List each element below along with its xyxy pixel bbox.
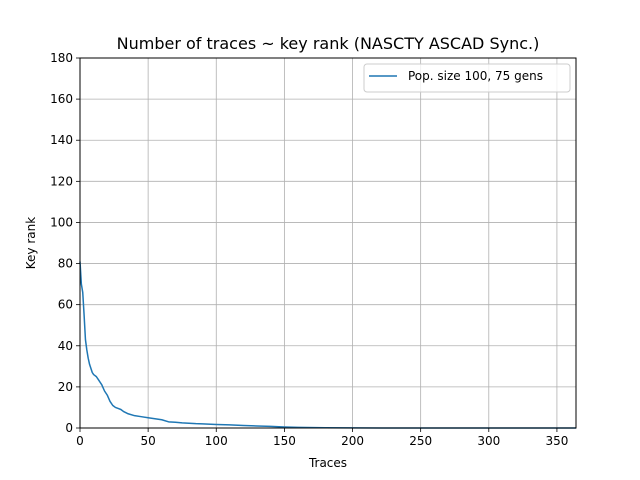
x-axis-ticks: 0 50 100 150 200 250 300 350	[76, 428, 568, 448]
x-tick-label: 0	[76, 434, 84, 448]
chart-title: Number of traces ~ key rank (NASCTY ASCA…	[117, 34, 540, 53]
series-layer	[79, 261, 576, 429]
y-axis-ticks: 0 20 40 60 80 100 120 140 160 180	[50, 51, 80, 435]
legend-label: Pop. size 100, 75 gens	[408, 69, 543, 83]
x-tick-label: 250	[409, 434, 432, 448]
x-tick-label: 100	[205, 434, 228, 448]
y-tick-label: 100	[50, 215, 73, 229]
x-tick-label: 200	[341, 434, 364, 448]
y-axis-label: Key rank	[24, 217, 38, 269]
y-tick-label: 60	[58, 298, 73, 312]
y-tick-label: 80	[58, 257, 73, 271]
x-tick-label: 150	[273, 434, 296, 448]
legend-box	[363, 63, 571, 93]
y-tick-label: 120	[50, 174, 73, 188]
y-tick-label: 40	[58, 339, 73, 353]
x-tick-label: 350	[545, 434, 568, 448]
plot-frame	[79, 57, 577, 429]
y-tick-label: 0	[65, 421, 73, 435]
x-axis-label: Traces	[308, 456, 347, 470]
y-tick-label: 180	[50, 51, 73, 65]
legend: Pop. size 100, 75 gens	[363, 63, 571, 93]
series-line-0	[79, 261, 576, 429]
y-tick-label: 140	[50, 133, 73, 147]
y-tick-label: 20	[58, 380, 73, 394]
y-tick-label: 160	[50, 92, 73, 106]
x-tick-label: 50	[140, 434, 155, 448]
x-tick-label: 300	[477, 434, 500, 448]
